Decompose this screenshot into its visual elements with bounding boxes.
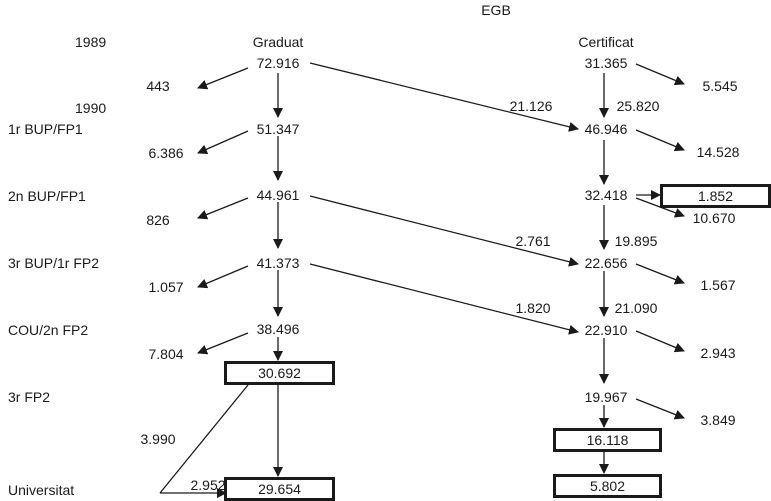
arrow-g-out-4 [197,332,249,355]
graduat-side-b: 2.952 [190,477,226,493]
graduat-1989: 72.916 [256,55,300,71]
certificat-1989: 31.365 [584,55,628,71]
row-label-2n-bup-fp1: 2n BUP/FP1 [8,188,86,204]
arrow-g-out-2 [197,197,249,220]
certificat-out-2n: 10.670 [692,210,736,226]
row-label-3r-bup-1r-fp2: 3r BUP/1r FP2 [8,255,100,271]
graduat-3r: 41.373 [256,255,300,271]
arrow-c-out-4 [635,330,685,353]
certificat-cou: 22.910 [584,322,628,338]
certificat-out-1989: 5.545 [702,78,738,94]
certificat-3r-fp2-box: 16.118 [553,428,662,452]
graduat-3r-fp2-box: 30.692 [224,361,335,385]
graduat-out-1r: 6.386 [148,145,184,161]
row-label-3r-fp2: 3r FP2 [8,389,51,405]
certificat-flow-3r: 19.895 [614,233,658,249]
certificat-out-cou: 2.943 [700,345,736,361]
arrow-g-out-3 [197,265,249,289]
certificat-1r: 46.946 [584,121,628,137]
certificat-flow-cou: 21.090 [614,300,658,316]
graduat-side-a: 3.990 [140,431,176,447]
certificat-3r: 22.656 [584,255,628,271]
graduat-2n: 44.961 [256,187,300,203]
header-graduat: Graduat [252,34,304,50]
arrow-transfer-2 [309,195,579,267]
arrow-g-out-1 [197,130,249,154]
arrow-c-out-1 [635,129,685,152]
transfer-1: 21.126 [509,98,553,114]
certificat-3r-fp2: 19.967 [584,389,628,405]
row-label-cou-2n-fp2: COU/2n FP2 [8,322,89,338]
graduat-1r: 51.347 [256,121,300,137]
arrow-transfer-1 [309,62,579,132]
row-label-1990: 1990 [75,100,107,116]
arrow-g-out-1989 [197,67,249,90]
arrow-c-out-5 [635,398,685,420]
arrow-transfer-3 [309,263,579,335]
header-egb: EGB [481,2,511,18]
certificat-out-1r: 14.528 [696,144,740,160]
arrow-c-out-1989 [635,63,685,86]
graduat-universitat-box: 29.654 [224,477,335,501]
certificat-flow-1990: 25.820 [616,98,660,114]
line-side-diagonal [159,384,249,494]
graduat-out-2n: 826 [146,212,170,228]
certificat-universitat-box: 5.802 [553,474,662,498]
header-certificat: Certificat [578,34,634,50]
row-label-1r-bup-fp1: 1r BUP/FP1 [8,121,83,137]
row-label-universitat: Universitat [8,482,75,498]
certificat-out-3r: 1.567 [700,277,736,293]
certificat-2n: 32.418 [584,187,628,203]
graduat-out-cou: 7.804 [148,346,184,362]
graduat-out-3r: 1.057 [148,279,184,295]
certificat-out-3r-fp2: 3.849 [700,412,736,428]
graduat-out-1989: 443 [146,78,170,94]
graduat-cou: 38.496 [256,321,300,337]
arrow-c-out-3 [635,263,685,285]
certificat-out-2n-box: 1.852 [660,184,771,208]
transfer-3: 1.820 [515,300,551,316]
row-label-1989: 1989 [75,34,107,50]
transfer-2: 2.761 [515,233,551,249]
